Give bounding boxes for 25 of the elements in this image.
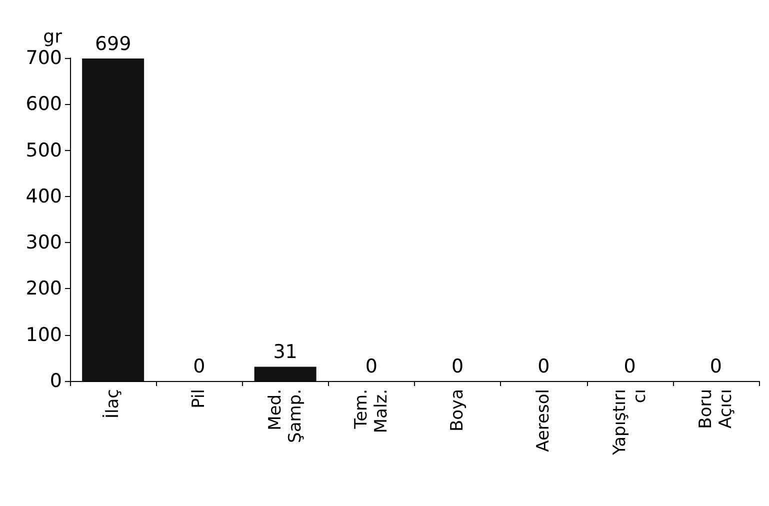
y-tick-label: 600: [26, 93, 62, 116]
x-tick-label: Tem. Malz.: [351, 389, 392, 434]
y-tick-label: 700: [26, 47, 62, 69]
x-tick-label: Pil: [189, 389, 210, 408]
data-label: 0: [193, 356, 206, 378]
x-tick-label: Yapıştırıcı: [610, 389, 650, 456]
data-label: 0: [365, 356, 378, 378]
y-tick-label: 400: [26, 185, 62, 208]
data-label: 0: [452, 356, 464, 378]
y-tick-label: 500: [26, 139, 62, 162]
x-tick-label: Aeresol: [534, 389, 554, 452]
y-tick-label: 0: [50, 370, 62, 392]
x-tick-label: Boya: [448, 389, 468, 432]
x-tick-label: Boru Açıcı: [696, 389, 736, 429]
y-tick-label: 200: [26, 278, 62, 300]
y-tick-label: 100: [26, 324, 62, 346]
data-label: 0: [538, 356, 550, 378]
data-label: 0: [624, 356, 636, 378]
x-tick-label: İlaç: [102, 389, 124, 419]
data-label: 31: [273, 341, 298, 364]
x-tick-label: Med. Şamp.: [265, 389, 306, 443]
y-axis-title: gr: [43, 26, 63, 48]
data-label: 699: [94, 32, 132, 55]
y-tick-label: 300: [26, 232, 62, 254]
data-label: 0: [710, 356, 722, 378]
